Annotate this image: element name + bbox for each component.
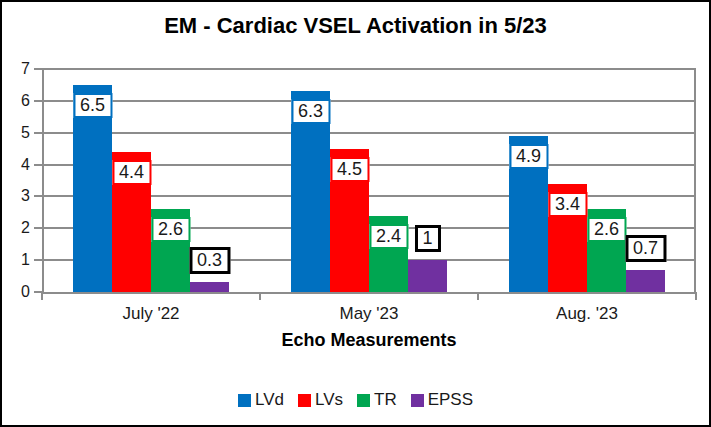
gridline bbox=[42, 132, 696, 134]
y-axis-tick bbox=[34, 100, 42, 102]
y-axis-tick bbox=[34, 164, 42, 166]
chart-title: EM - Cardiac VSEL Activation in 5/23 bbox=[2, 13, 709, 39]
y-axis-tick-label: 7 bbox=[4, 60, 30, 78]
legend: LVd LVs TR EPSS bbox=[2, 390, 709, 410]
category-label: July '22 bbox=[42, 304, 260, 324]
legend-label-lvd: LVd bbox=[255, 390, 284, 410]
data-label-tr-2: 2.6 bbox=[587, 217, 626, 242]
y-axis-tick bbox=[34, 227, 42, 229]
bar-epss-1 bbox=[408, 260, 447, 292]
plot-right-border bbox=[694, 69, 696, 294]
y-axis-line bbox=[42, 69, 44, 294]
gridline bbox=[42, 68, 696, 70]
y-axis-tick bbox=[34, 68, 42, 70]
y-axis-tick-label: 4 bbox=[4, 156, 30, 174]
data-label-lvd-1: 6.3 bbox=[291, 99, 330, 124]
legend-swatch-tr bbox=[357, 394, 370, 407]
data-label-tr-1: 2.4 bbox=[369, 224, 408, 249]
legend-swatch-epss bbox=[411, 394, 424, 407]
data-label-epss-2: 0.7 bbox=[625, 235, 666, 262]
legend-label-epss: EPSS bbox=[428, 390, 473, 410]
data-label-tr-0: 2.6 bbox=[151, 217, 190, 242]
legend-swatch-lvs bbox=[298, 394, 311, 407]
y-axis-tick-label: 5 bbox=[4, 124, 30, 142]
y-axis-tick bbox=[34, 259, 42, 261]
bar-epss-2 bbox=[626, 270, 665, 292]
y-axis-tick-label: 1 bbox=[4, 251, 30, 269]
legend-label-tr: TR bbox=[374, 390, 397, 410]
x-axis-tick bbox=[41, 292, 43, 300]
data-label-lvd-0: 6.5 bbox=[73, 93, 112, 118]
y-axis-tick-label: 0 bbox=[4, 283, 30, 301]
x-axis-tick bbox=[695, 292, 697, 300]
data-label-lvs-2: 3.4 bbox=[548, 192, 587, 217]
x-axis-line bbox=[42, 292, 696, 294]
legend-item-tr: TR bbox=[357, 390, 397, 410]
data-label-lvs-1: 4.5 bbox=[330, 157, 369, 182]
category-label: May '23 bbox=[260, 304, 478, 324]
y-axis-tick-label: 2 bbox=[4, 219, 30, 237]
y-axis-tick-label: 6 bbox=[4, 92, 30, 110]
y-axis-tick bbox=[34, 195, 42, 197]
legend-item-lvs: LVs bbox=[298, 390, 343, 410]
data-label-epss-0: 0.3 bbox=[189, 247, 230, 274]
y-axis-tick-label: 3 bbox=[4, 187, 30, 205]
data-label-epss-1: 1 bbox=[414, 225, 440, 252]
legend-item-lvd: LVd bbox=[238, 390, 284, 410]
x-axis-tick bbox=[259, 292, 261, 300]
data-label-lvd-2: 4.9 bbox=[509, 144, 548, 169]
x-axis-title: Echo Measurements bbox=[42, 330, 696, 351]
x-axis-tick bbox=[477, 292, 479, 300]
chart-frame: EM - Cardiac VSEL Activation in 5/23 012… bbox=[0, 0, 711, 427]
legend-item-epss: EPSS bbox=[411, 390, 473, 410]
y-axis-tick bbox=[34, 132, 42, 134]
data-label-lvs-0: 4.4 bbox=[112, 160, 151, 185]
gridline bbox=[42, 100, 696, 102]
legend-swatch-lvd bbox=[238, 394, 251, 407]
category-label: Aug. '23 bbox=[478, 304, 696, 324]
legend-label-lvs: LVs bbox=[315, 390, 343, 410]
bar-epss-0 bbox=[190, 282, 229, 292]
